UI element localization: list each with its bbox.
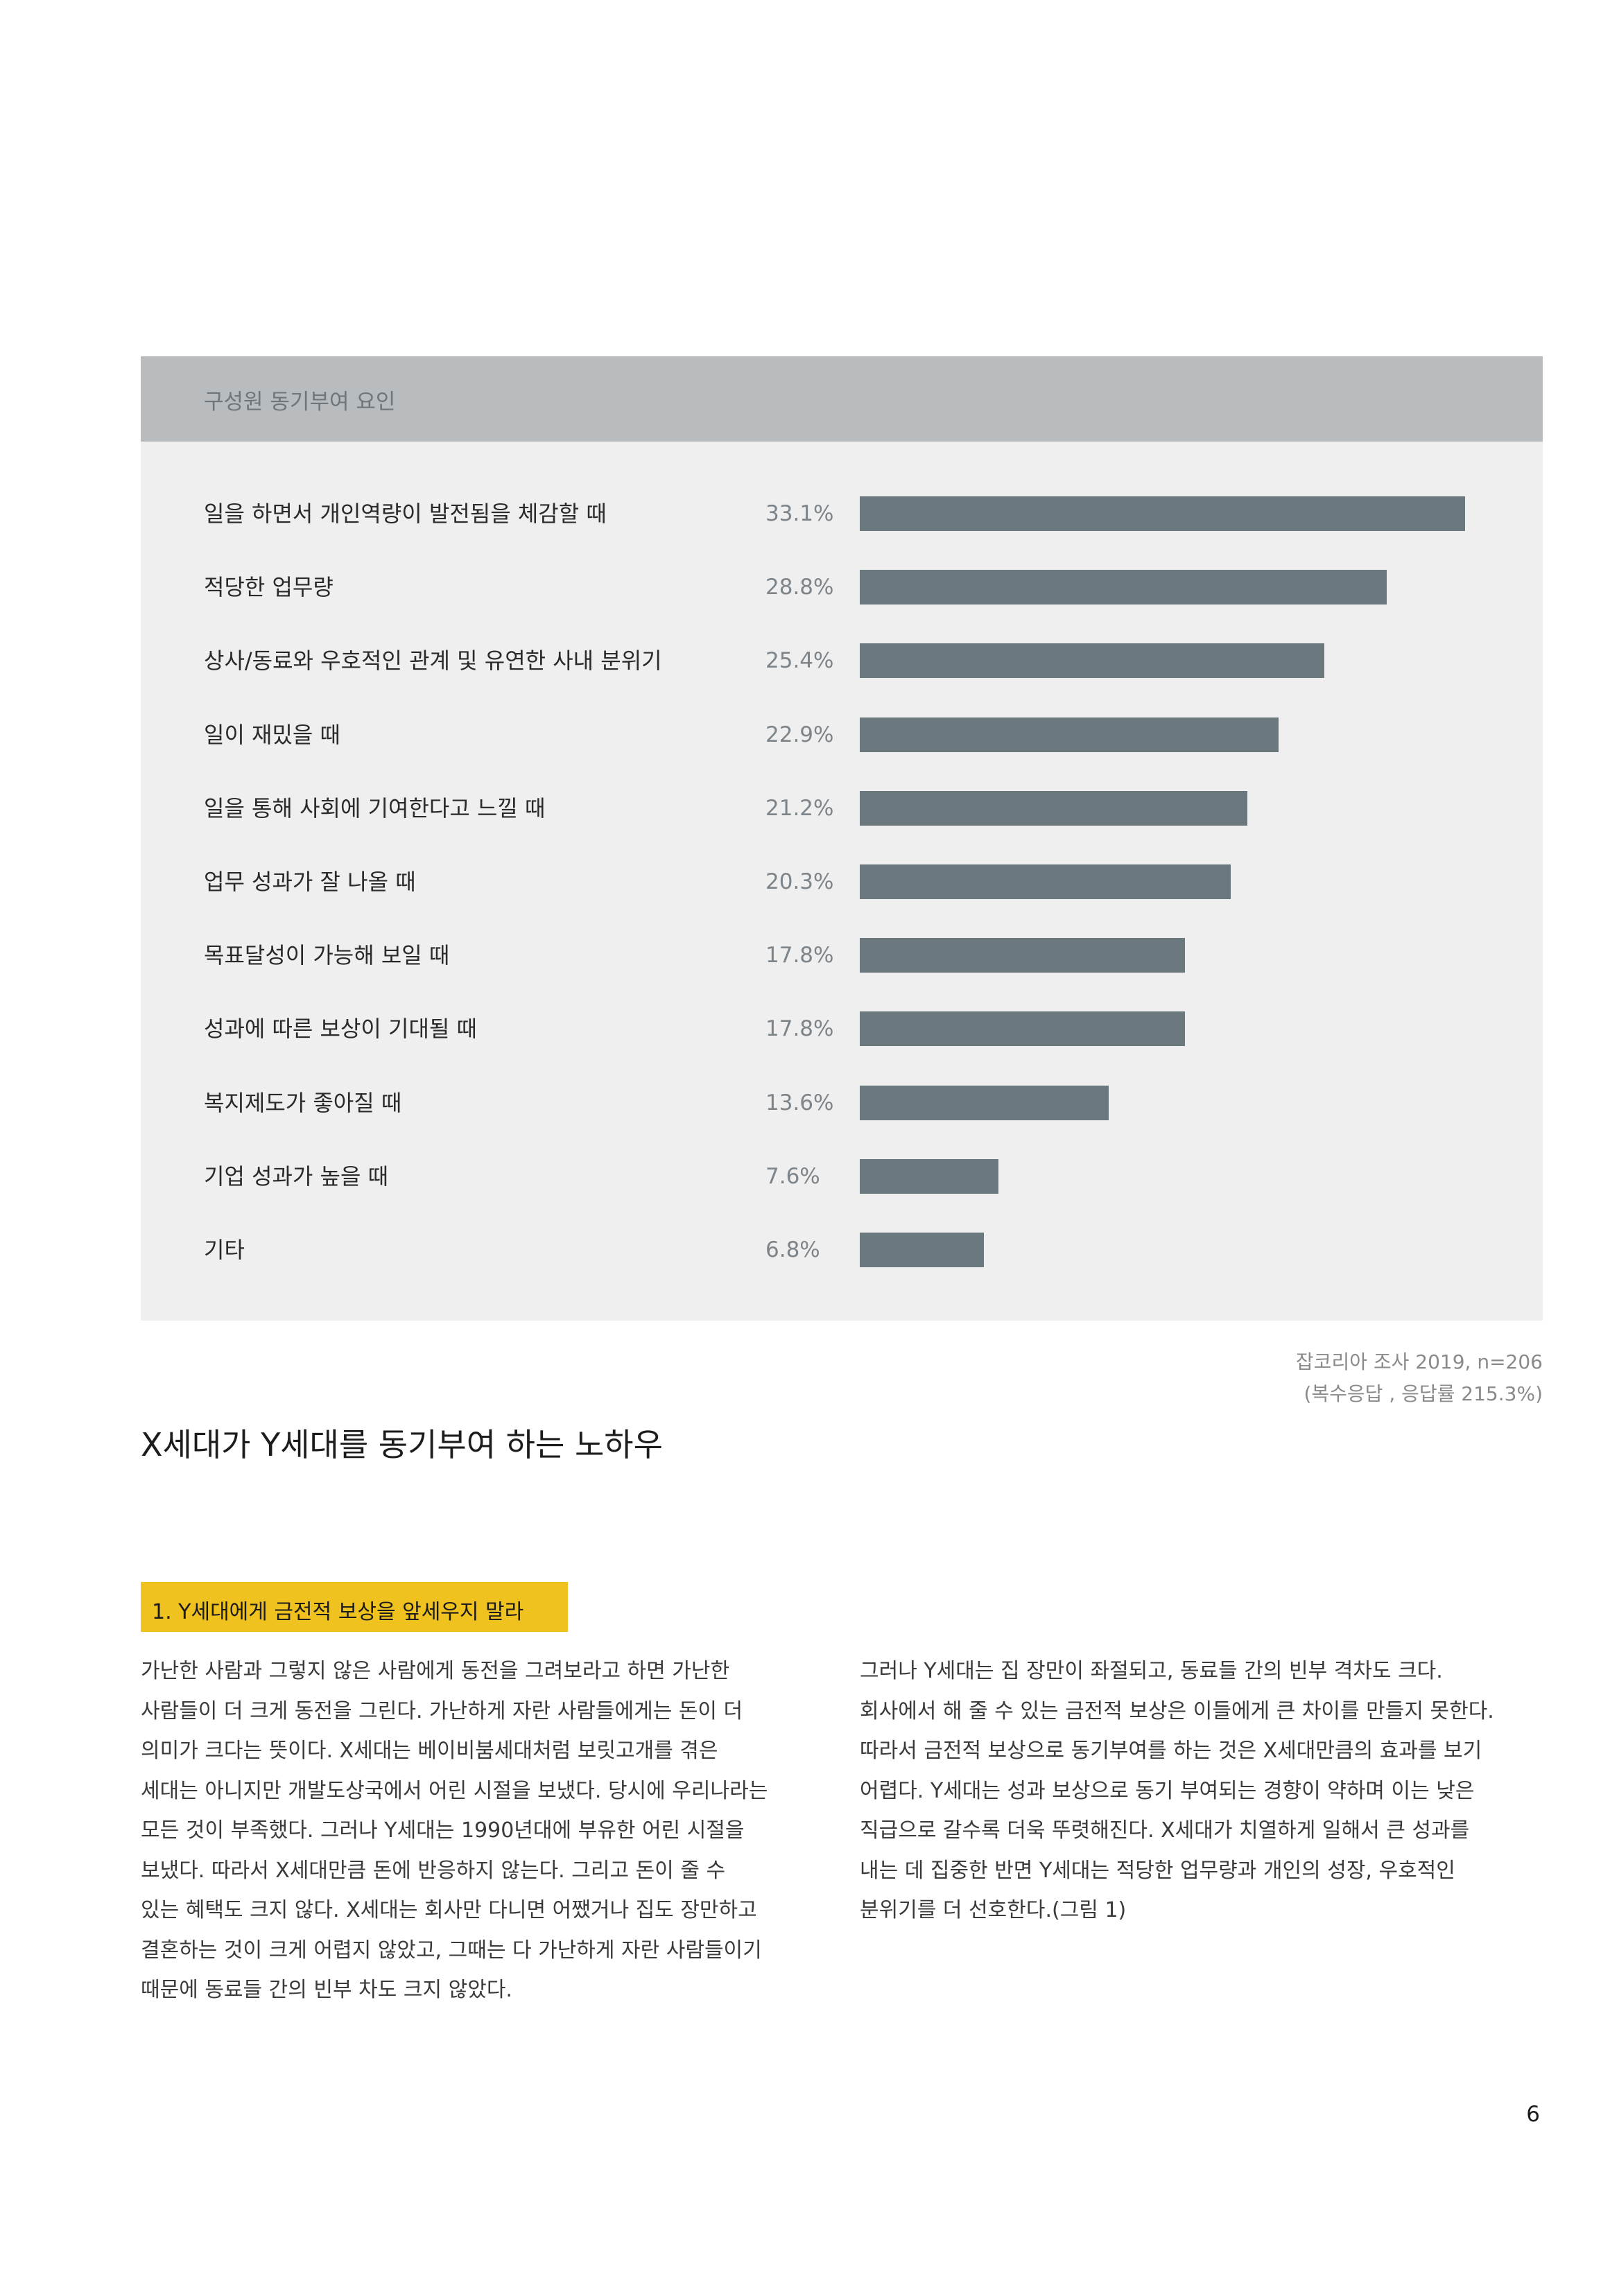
bar-value-label: 7.6% bbox=[765, 1163, 820, 1189]
bar-value-label: 6.8% bbox=[765, 1237, 820, 1262]
bar-value-label: 13.6% bbox=[765, 1090, 834, 1115]
bar-value-label: 25.4% bbox=[765, 648, 834, 674]
chart-source: 잡코리아 조사 2019, n=206 (복수응답 , 응답률 215.3%) bbox=[1296, 1346, 1543, 1410]
bar-category-label: 복지제도가 좋아질 때 bbox=[204, 1089, 402, 1116]
subsection-tag-label: 1. Y세대에게 금전적 보상을 앞세우지 말라 bbox=[152, 1600, 524, 1624]
body-line: 따라서 금전적 보상으로 동기부여를 하는 것은 X세대만큼의 효과를 보기 bbox=[860, 1739, 1482, 1763]
source-line-1: 잡코리아 조사 2019, n=206 bbox=[1295, 1350, 1543, 1373]
bar bbox=[860, 1233, 985, 1267]
section-title: X세대가 Y세대를 동기부여 하는 노하우 bbox=[141, 1426, 663, 1463]
body-line: 결혼하는 것이 크게 어렵지 않았고, 그때는 다 가난하게 자란 사람들이기 bbox=[141, 1938, 762, 1963]
bar bbox=[860, 864, 1231, 899]
body-line: 때문에 동료들 간의 빈부 차도 크지 않았다. bbox=[141, 1978, 512, 2002]
body-line: 분위기를 더 선호한다.(그림 1) bbox=[860, 1898, 1127, 1922]
bar bbox=[860, 496, 1465, 531]
body-column-left: 가난한 사람과 그렇지 않은 사람에게 동전을 그려보라고 하면 가난한 사람들… bbox=[141, 1651, 768, 2010]
bar bbox=[860, 1085, 1109, 1120]
body-line: 의미가 크다는 뜻이다. X세대는 베이비붐세대처럼 보릿고개를 겪은 bbox=[141, 1739, 718, 1763]
bar-value-label: 17.8% bbox=[765, 943, 834, 968]
bar-category-label: 일이 재밌을 때 bbox=[204, 721, 340, 748]
body-line: 있는 혜택도 크지 않다. X세대는 회사만 다니면 어쨌거나 집도 장만하고 bbox=[141, 1898, 757, 1922]
bar bbox=[860, 790, 1248, 826]
bar bbox=[860, 938, 1186, 973]
body-line: 어렵다. Y세대는 성과 보상으로 동기 부여되는 경향이 약하며 이는 낮은 bbox=[860, 1778, 1475, 1803]
bar bbox=[860, 570, 1387, 605]
bar-value-label: 17.8% bbox=[765, 1016, 834, 1042]
body-line: 사람들이 더 크게 동전을 그린다. 가난하게 자란 사람들에게는 돈이 더 bbox=[141, 1698, 743, 1723]
bar-category-label: 기업 성과가 높을 때 bbox=[204, 1163, 389, 1190]
body-line: 모든 것이 부족했다. 그러나 Y세대는 1990년대에 부유한 어린 시절을 bbox=[141, 1818, 745, 1843]
chart-panel: 구성원 동기부여 요인 일을 하면서 개인역량이 발전됨을 체감할 때 33.1%… bbox=[141, 356, 1543, 1321]
bar bbox=[860, 1158, 999, 1194]
body-line: 회사에서 해 줄 수 있는 금전적 보상은 이들에게 큰 차이를 만들지 못한다… bbox=[860, 1698, 1494, 1723]
page-number: 6 bbox=[1526, 2102, 1540, 2127]
bar-category-label: 기타 bbox=[204, 1237, 245, 1263]
bar-category-label: 일을 하면서 개인역량이 발전됨을 체감할 때 bbox=[204, 501, 607, 527]
bar-value-label: 20.3% bbox=[765, 869, 834, 894]
source-line-2: (복수응답 , 응답률 215.3%) bbox=[1304, 1382, 1543, 1405]
body-line: 가난한 사람과 그렇지 않은 사람에게 동전을 그려보라고 하면 가난한 bbox=[141, 1659, 730, 1683]
body-line: 보냈다. 따라서 X세대만큼 돈에 반응하지 않는다. 그리고 돈이 줄 수 bbox=[141, 1858, 726, 1883]
chart-title: 구성원 동기부여 요인 bbox=[204, 390, 396, 415]
bar-category-label: 성과에 따른 보상이 기대될 때 bbox=[204, 1016, 477, 1043]
bar bbox=[860, 1011, 1186, 1047]
bar bbox=[860, 717, 1279, 752]
bar-category-label: 목표달성이 가능해 보일 때 bbox=[204, 942, 450, 969]
bar-category-label: 업무 성과가 잘 나올 때 bbox=[204, 869, 416, 895]
bar-value-label: 21.2% bbox=[765, 795, 834, 821]
bar-category-label: 상사/동료와 우호적인 관계 및 유연한 사내 분위기 bbox=[204, 647, 662, 675]
bar-category-label: 적당한 업무량 bbox=[204, 574, 334, 601]
body-line: 그러나 Y세대는 집 장만이 좌절되고, 동료들 간의 빈부 격차도 크다. bbox=[860, 1659, 1443, 1683]
bar bbox=[860, 643, 1324, 679]
bar-category-label: 일을 통해 사회에 기여한다고 느낄 때 bbox=[204, 794, 546, 821]
chart-header: 구성원 동기부여 요인 bbox=[141, 356, 1543, 442]
body-line: 내는 데 집중한 반면 Y세대는 적당한 업무량과 개인의 성장, 우호적인 bbox=[860, 1858, 1455, 1883]
bar-value-label: 22.9% bbox=[765, 722, 834, 747]
subsection-tag: 1. Y세대에게 금전적 보상을 앞세우지 말라 bbox=[141, 1582, 568, 1632]
body-line: 세대는 아니지만 개발도상국에서 어린 시절을 보냈다. 당시에 우리나라는 bbox=[141, 1778, 768, 1803]
bar-value-label: 33.1% bbox=[765, 501, 834, 526]
body-column-right: 그러나 Y세대는 집 장만이 좌절되고, 동료들 간의 빈부 격차도 크다. 회… bbox=[860, 1651, 1494, 1931]
bar-value-label: 28.8% bbox=[765, 575, 834, 600]
body-line: 직급으로 갈수록 더욱 뚜렷해진다. X세대가 치열하게 일해서 큰 성과를 bbox=[860, 1818, 1470, 1843]
